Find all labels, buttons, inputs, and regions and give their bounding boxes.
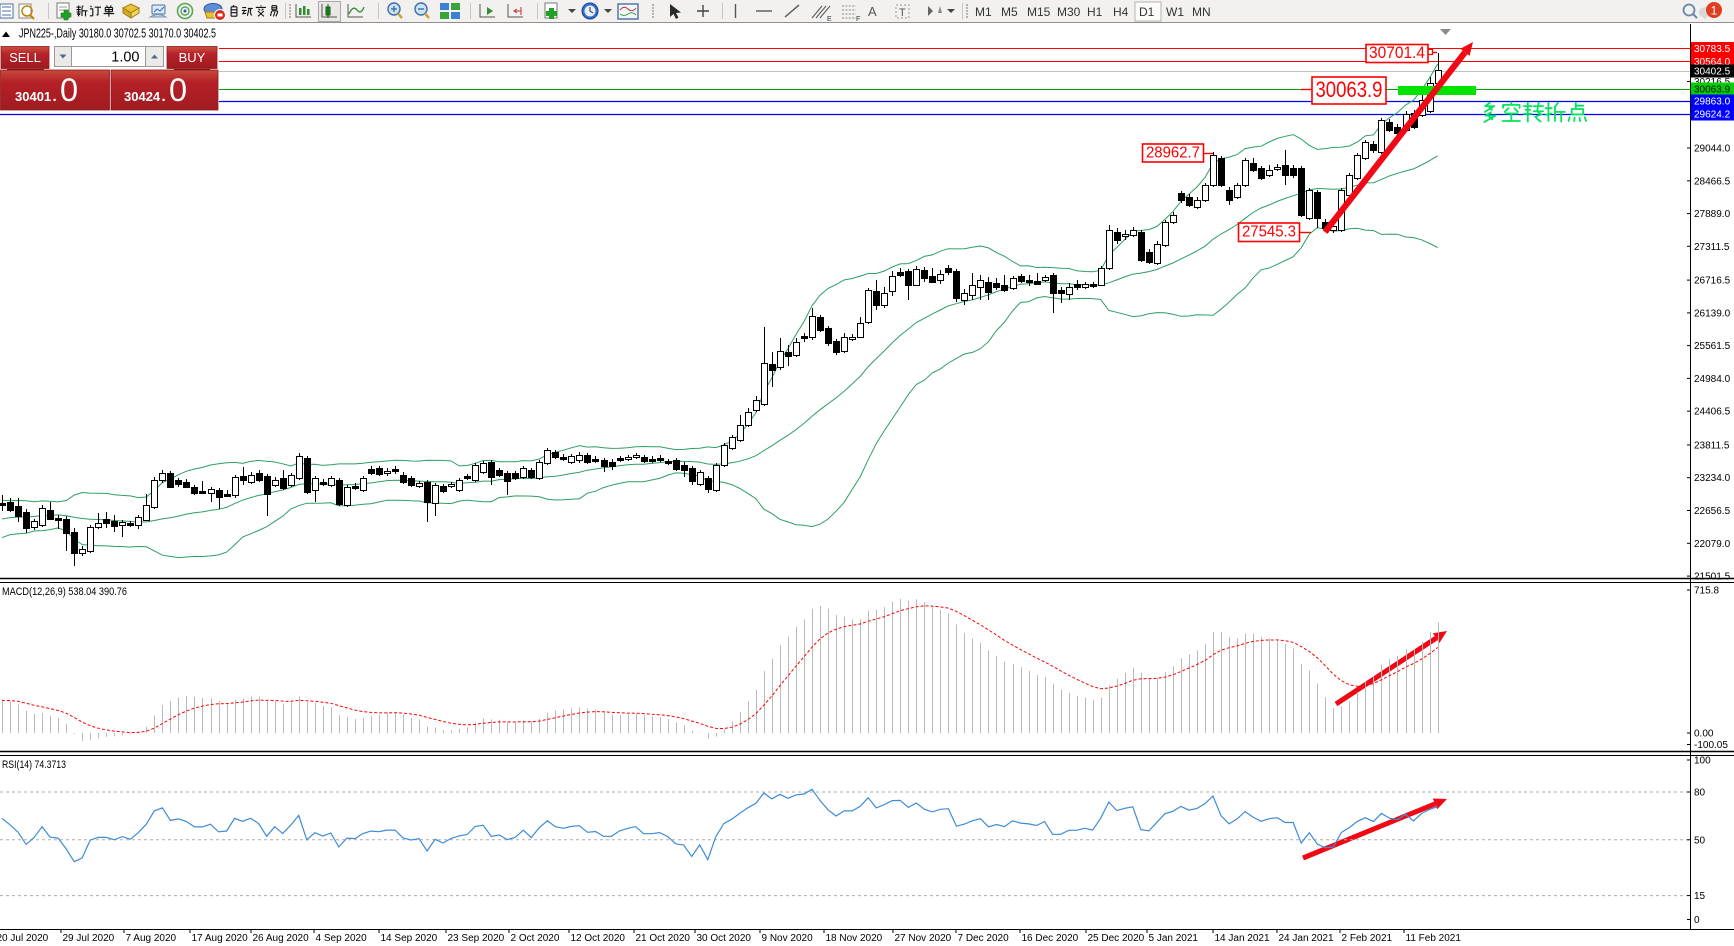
svg-text:27545.3: 27545.3 [1242, 224, 1296, 241]
svg-text:50: 50 [1694, 835, 1706, 846]
svg-text:18 Nov 2020: 18 Nov 2020 [826, 933, 883, 944]
svg-text:M1: M1 [975, 5, 992, 19]
svg-text:21 Oct 2020: 21 Oct 2020 [636, 933, 691, 944]
svg-text:BUY: BUY [179, 50, 206, 65]
svg-text:W1: W1 [1166, 5, 1184, 19]
svg-text:0: 0 [169, 72, 187, 108]
svg-text:23811.5: 23811.5 [1694, 441, 1730, 452]
svg-text:26 Aug 2020: 26 Aug 2020 [253, 933, 310, 944]
svg-text:MACD(12,26,9) 538.04 390.76: MACD(12,26,9) 538.04 390.76 [2, 586, 127, 598]
svg-text:A: A [868, 4, 877, 19]
svg-text:30402.5: 30402.5 [1694, 67, 1731, 78]
svg-text:5 Jan 2021: 5 Jan 2021 [1149, 933, 1199, 944]
svg-text:4 Sep 2020: 4 Sep 2020 [316, 933, 368, 944]
svg-text:11 Feb 2021: 11 Feb 2021 [1406, 933, 1462, 944]
svg-text:27 Nov 2020: 27 Nov 2020 [895, 933, 952, 944]
svg-text:24406.5: 24406.5 [1694, 407, 1731, 418]
svg-text:12 Oct 2020: 12 Oct 2020 [571, 933, 626, 944]
svg-text:715.8: 715.8 [1694, 586, 1719, 597]
svg-text:30 Oct 2020: 30 Oct 2020 [697, 933, 752, 944]
svg-text:26716.5: 26716.5 [1694, 276, 1731, 287]
svg-text:28466.5: 28466.5 [1694, 176, 1731, 187]
svg-text:F: F [856, 16, 860, 23]
svg-text:RSI(14) 74.3713: RSI(14) 74.3713 [2, 759, 66, 771]
svg-text:16 Dec 2020: 16 Dec 2020 [1022, 933, 1079, 944]
svg-text:25561.5: 25561.5 [1694, 341, 1731, 352]
svg-text:100: 100 [1694, 756, 1711, 767]
svg-text:22079.0: 22079.0 [1694, 539, 1731, 550]
svg-text:JPN225-,Daily 30180.0 30702.5: JPN225-,Daily 30180.0 30702.5 30170.0 30… [19, 27, 216, 41]
svg-text:1: 1 [1711, 4, 1718, 18]
svg-text:1.00: 1.00 [111, 50, 139, 66]
svg-text:24984.0: 24984.0 [1694, 374, 1731, 385]
svg-text:.: . [162, 88, 166, 105]
svg-text:80: 80 [1694, 788, 1706, 799]
svg-text:9 Nov 2020: 9 Nov 2020 [762, 933, 814, 944]
svg-text:30401: 30401 [15, 89, 51, 104]
svg-text:17 Aug 2020: 17 Aug 2020 [192, 933, 249, 944]
svg-text:M5: M5 [1001, 5, 1018, 19]
svg-text:29863.0: 29863.0 [1694, 97, 1731, 108]
svg-text:.: . [53, 88, 57, 105]
svg-text:H1: H1 [1087, 5, 1103, 19]
svg-text:27889.0: 27889.0 [1694, 209, 1731, 220]
svg-text:MN: MN [1192, 5, 1211, 19]
svg-text:D1: D1 [1139, 5, 1155, 19]
svg-text:H4: H4 [1113, 5, 1129, 19]
svg-text:E: E [827, 16, 832, 23]
svg-text:29624.2: 29624.2 [1694, 110, 1731, 121]
svg-text:30564.0: 30564.0 [1694, 57, 1731, 68]
svg-text:T: T [899, 7, 906, 19]
svg-text:23 Sep 2020: 23 Sep 2020 [448, 933, 505, 944]
svg-text:30424: 30424 [124, 89, 161, 104]
svg-text:29 Jul 2020: 29 Jul 2020 [63, 933, 115, 944]
svg-text:7 Dec 2020: 7 Dec 2020 [958, 933, 1010, 944]
svg-text:21501.5: 21501.5 [1694, 572, 1731, 583]
svg-text:30783.5: 30783.5 [1694, 44, 1731, 55]
svg-text:30063.9: 30063.9 [1316, 77, 1383, 102]
svg-text:25 Dec 2020: 25 Dec 2020 [1088, 933, 1145, 944]
svg-text:7 Aug 2020: 7 Aug 2020 [126, 933, 177, 944]
svg-text:2 Oct 2020: 2 Oct 2020 [511, 933, 560, 944]
svg-text:SELL: SELL [9, 50, 41, 65]
svg-text:0.00: 0.00 [1694, 729, 1714, 740]
svg-text:22656.5: 22656.5 [1694, 506, 1731, 517]
svg-text:26139.0: 26139.0 [1694, 308, 1731, 319]
svg-text:2 Feb 2021: 2 Feb 2021 [1342, 933, 1393, 944]
svg-text:28962.7: 28962.7 [1146, 144, 1200, 161]
svg-text:-100.05: -100.05 [1694, 740, 1728, 751]
svg-text:23234.0: 23234.0 [1694, 473, 1731, 484]
svg-text:20 Jul 2020: 20 Jul 2020 [0, 933, 49, 944]
svg-text:30063.9: 30063.9 [1694, 85, 1731, 96]
svg-text:30701.4: 30701.4 [1369, 43, 1425, 62]
svg-text:29044.0: 29044.0 [1694, 144, 1731, 155]
svg-text:M30: M30 [1057, 5, 1081, 19]
svg-text:0: 0 [60, 72, 78, 108]
svg-text:24 Jan 2021: 24 Jan 2021 [1279, 933, 1334, 944]
svg-text:14 Sep 2020: 14 Sep 2020 [381, 933, 438, 944]
svg-text:0: 0 [1694, 915, 1700, 926]
svg-text:27311.5: 27311.5 [1694, 242, 1730, 253]
svg-text:14 Jan 2021: 14 Jan 2021 [1215, 933, 1270, 944]
svg-text:M15: M15 [1027, 5, 1051, 19]
svg-text:15: 15 [1694, 891, 1706, 902]
